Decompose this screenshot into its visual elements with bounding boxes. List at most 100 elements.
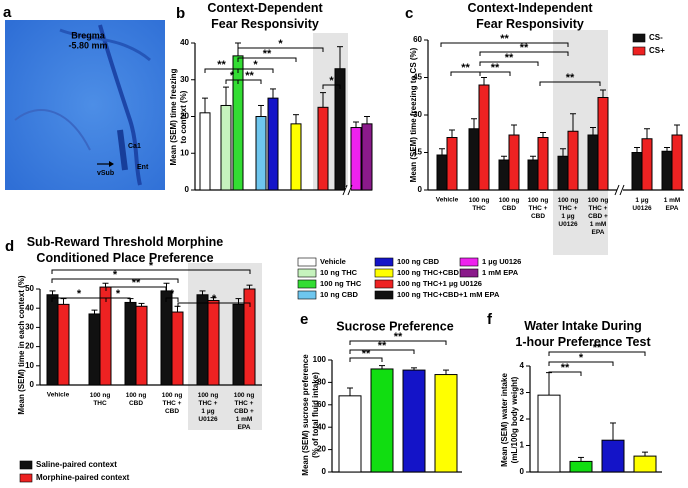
bar [135,305,148,386]
y-axis-label: Mean (SEM) time freezingto context (%) [169,68,188,165]
bar [160,290,173,386]
x-tick-label: 1 mM EPA [664,197,681,212]
bar [434,374,458,473]
axis-break [345,187,351,193]
significance-bracket [349,349,415,354]
legend-swatch [459,268,479,278]
y-tick-label: 30 [25,323,34,332]
legend-swatch [374,290,394,300]
panel-letter: c [405,5,413,22]
x-tick-label: 100 ng THC [90,392,111,407]
error-bar [511,124,517,135]
panel-a: a Bregma -5.80 mm Ca1 vSub Ent [3,4,165,190]
legend-label: 100 ng CBD [397,257,440,266]
error-bar [546,372,552,396]
text-line: U0126 [632,205,652,212]
significance-label: * [230,70,235,82]
bar [267,97,279,191]
legend-label: 10 ng THC [320,268,358,277]
text-line: THC + [589,205,608,212]
legend-swatch [19,460,33,470]
error-bar [439,148,445,155]
significance-bracket [349,340,447,345]
error-bar [49,290,56,295]
chart-title: Water Intake During 1-hour Preference Tes… [515,319,651,349]
y-tick-label: 0 [30,380,35,389]
significance-bracket [165,297,179,302]
legend-label: Morphine-paired context [36,473,130,482]
text-line: CBD [165,408,179,415]
legend-label: 100 ng THC+CBD+1 mM EPA [397,290,500,299]
error-bar [590,127,596,135]
y-tick-label: 60 [413,35,422,44]
x-tick-label: 1 µg U0126 [632,197,652,212]
significance-bracket [479,61,539,66]
text-line: 100 ng [198,392,219,399]
text-line: to context (%) [179,90,188,143]
bar [498,159,510,191]
text-line: U0126 [558,221,578,228]
significance-label: ** [561,362,570,374]
error-bar [610,422,616,441]
text-line: Context-Dependent [207,1,323,15]
significance-label: ** [378,340,387,352]
bar [57,303,70,386]
legend-swatch [297,257,317,267]
legend-swatch [632,33,646,43]
tissue-band [98,24,142,186]
text-line: Water Intake During [524,319,642,333]
error-bar [210,297,217,301]
text-line: 1-hour Preference Test [515,335,651,349]
error-bar [347,387,353,396]
significance-label: * [278,38,283,50]
panel-letter: f [487,311,493,328]
y-tick-label: 30 [413,110,422,119]
x-tick-label: 100 ng THC + CBD [528,197,549,220]
image-label: Ca1 [128,143,141,150]
significance-label: ** [505,52,514,64]
legend-label: 100 ng THC+1 µg U0126 [397,279,482,288]
panel-letter: e [300,311,308,328]
text-line: CBD [502,205,516,212]
text-line: Conditioned Place Preference [36,251,213,265]
y-tick-label: 4 [520,361,525,370]
legend-swatch [632,46,646,56]
bar [567,130,579,191]
text-line: 1 µg [201,408,214,415]
text-line: EPA [666,205,679,212]
error-bar [481,77,487,85]
error-bar [246,284,253,289]
image-label: vSub [97,170,114,177]
text-line: CBD + [234,408,254,415]
bar [527,159,539,191]
text-line: THC + [235,400,254,407]
text-line: THC + [199,400,218,407]
axis-break [342,184,348,196]
legend-swatch [297,290,317,300]
significance-label: * [116,288,121,300]
error-bar [540,132,546,138]
error-bar [174,305,181,313]
error-bar [501,155,507,160]
legend-label: Vehicle [320,257,346,266]
tissue-band [117,129,128,171]
tissue-band [59,28,151,62]
text-line: Context-Independent [468,1,594,15]
text-line: Sub-Reward Threshold Morphine [27,235,224,249]
text-line: 100 ng [588,197,609,204]
text-line: 100 ng [162,392,183,399]
text-line: 100 ng [528,197,549,204]
text-line: 100 ng [558,197,579,204]
y-axis-label: Mean (SEM) time in each context (%) [17,275,26,414]
significance-label: * [579,352,584,364]
axis-break [347,184,353,196]
error-bar [353,121,359,128]
bar [232,55,244,191]
text-line: 100 ng [90,392,111,399]
image-label: Bregma [71,30,106,40]
axis-break [617,187,623,193]
significance-label: * [77,288,82,300]
panel-letter: d [5,238,14,255]
panel-letter: a [3,4,12,21]
